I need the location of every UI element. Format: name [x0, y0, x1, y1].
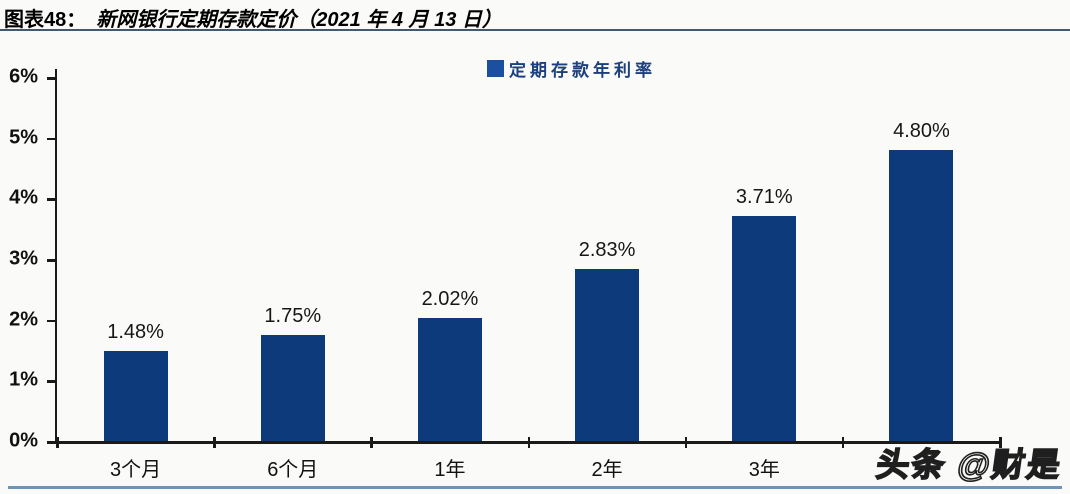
bar-columns: 1.48% 3个月 1.75% 6个月 2.02% 1年 2.83% 2年 3.… [57, 77, 1000, 481]
x-axis-tick [56, 437, 59, 448]
bar-value-label: 1.75% [264, 304, 322, 327]
x-axis-line [54, 441, 1000, 444]
x-axis-label: 3年 [748, 459, 780, 481]
figure-number: 图表48： [4, 9, 87, 31]
x-axis-tick [527, 437, 530, 448]
bar-chart-plot-area: 1.48% 3个月 1.75% 6个月 2.02% 1年 2.83% 2年 3.… [47, 69, 1002, 481]
bar-value-label: 2.02% [421, 288, 479, 311]
y-axis-line [54, 69, 57, 441]
bar-column-6m: 1.75% 6个月 [214, 77, 371, 481]
y-axis-tick-label: 3% [9, 247, 38, 270]
y-axis-tick-label: 0% [9, 429, 38, 452]
figure-header: 图表48： 新网银行定期存款定价（2021 年 4 月 13 日） [0, 0, 1070, 31]
bar-column-1y: 2.02% 1年 [371, 77, 528, 481]
chart-legend: 定期存款年利率 [487, 56, 656, 81]
y-axis-tick [47, 441, 55, 444]
legend-label: 定期存款年利率 [509, 61, 656, 80]
x-axis-tick [213, 437, 216, 448]
bottom-divider [8, 486, 1062, 489]
y-axis-tick [47, 137, 55, 141]
y-axis-tick-label: 5% [9, 126, 38, 149]
x-axis-tick [684, 437, 688, 448]
bar-2y [575, 269, 640, 441]
bar-1y [417, 318, 482, 441]
bar-column-2y: 2.83% 2年 [529, 77, 686, 481]
y-axis-tick-label: 2% [9, 308, 38, 331]
bar-5y [889, 149, 954, 441]
x-axis-label: 3个月 [110, 459, 162, 481]
x-axis-tick [999, 437, 1002, 448]
figure-title: 新网银行定期存款定价（2021 年 4 月 13 日） [96, 9, 502, 31]
bar-column-5y: 4.80% [843, 77, 1000, 441]
bar-6m [260, 334, 325, 441]
x-axis-tick [370, 437, 373, 448]
legend-marker-icon [487, 60, 504, 77]
x-axis-tick [841, 437, 845, 448]
y-axis-tick [47, 198, 55, 201]
x-axis-label: 6个月 [267, 459, 319, 481]
y-axis-tick [47, 319, 55, 323]
bar-value-label: 2.83% [578, 239, 636, 262]
bar-3y [732, 215, 797, 441]
bar-column-3y: 3.71% 3年 [686, 77, 843, 481]
watermark: 头条 @财是 [873, 445, 1065, 484]
y-axis-labels: 6% 5% 4% 3% 2% 1% 0% [0, 66, 48, 452]
y-axis-tick [47, 77, 55, 80]
bar-value-label: 3.71% [735, 185, 793, 208]
bar-column-3m: 1.48% 3个月 [57, 77, 214, 481]
y-axis-tick-label: 1% [9, 368, 38, 391]
y-axis-tick-label: 6% [9, 65, 38, 88]
bar-3m [103, 351, 168, 441]
x-axis-label: 1年 [434, 459, 466, 481]
y-axis-tick-label: 4% [9, 186, 38, 209]
bar-value-label: 1.48% [107, 321, 164, 344]
x-axis-label: 2年 [591, 459, 623, 481]
y-axis-tick [47, 259, 55, 262]
bar-value-label: 4.80% [893, 119, 950, 142]
y-axis-tick [47, 380, 55, 383]
